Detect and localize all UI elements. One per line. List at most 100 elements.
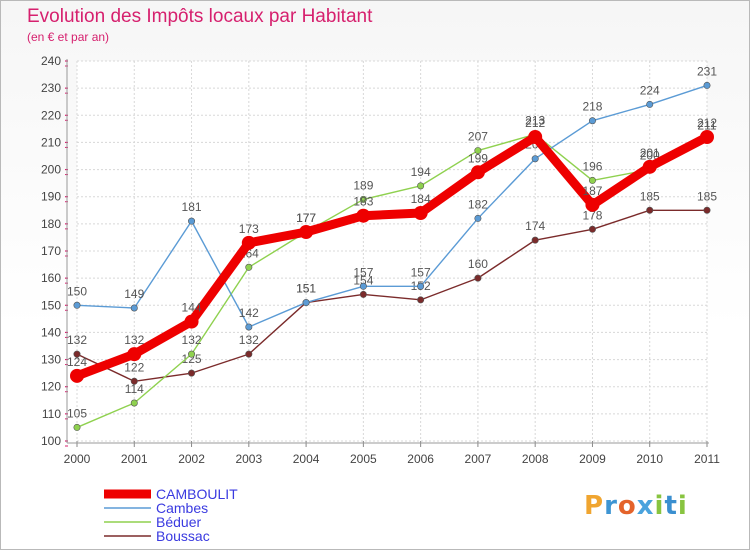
data-label: 184 [411, 192, 431, 206]
data-label: 132 [239, 333, 259, 347]
data-label: 149 [124, 287, 144, 301]
data-point [70, 368, 84, 383]
y-tick-label: 130 [41, 353, 61, 367]
data-point [417, 282, 425, 290]
y-tick-label: 220 [41, 108, 61, 122]
data-point [302, 299, 310, 307]
data-point [241, 235, 256, 250]
data-point [245, 263, 253, 271]
x-tick-label: 2005 [350, 452, 377, 466]
y-tick-label: 120 [41, 380, 61, 394]
data-label: 185 [697, 189, 717, 203]
data-label: 174 [525, 219, 545, 233]
data-point [417, 296, 425, 304]
data-label: 151 [296, 282, 316, 296]
data-label: 211 [697, 119, 716, 133]
legend-label: Béduer [156, 514, 201, 530]
data-point [359, 282, 367, 290]
x-tick-label: 2008 [522, 452, 549, 466]
data-point [73, 301, 81, 309]
data-point [588, 225, 596, 233]
data-label: 114 [125, 382, 144, 396]
y-tick-label: 110 [42, 407, 61, 421]
x-tick-label: 2009 [579, 452, 606, 466]
data-label: 132 [182, 333, 202, 347]
data-label: 212 [525, 116, 545, 130]
data-point [184, 314, 199, 329]
data-label: 212 [697, 116, 717, 130]
data-label: 201 [640, 146, 660, 160]
data-point [130, 377, 138, 385]
data-label: 125 [182, 352, 202, 366]
proxiti-logo: Proxiti [584, 491, 688, 521]
data-label: 105 [67, 406, 87, 420]
data-point [531, 236, 539, 244]
data-point [474, 214, 482, 222]
y-tick-label: 100 [41, 434, 61, 448]
data-point [417, 182, 425, 190]
data-label: 160 [468, 257, 488, 271]
data-label: 157 [353, 265, 373, 279]
data-label: 218 [582, 100, 602, 114]
data-label: 194 [411, 165, 431, 179]
y-tick-label: 180 [41, 217, 61, 231]
data-point [588, 176, 596, 184]
y-tick-label: 160 [41, 271, 61, 285]
data-label: 196 [582, 159, 602, 173]
data-point [359, 195, 367, 203]
data-point [188, 217, 196, 225]
data-label: 207 [468, 130, 488, 144]
data-point [356, 208, 371, 223]
data-point [700, 130, 714, 144]
data-label: 178 [582, 208, 602, 222]
data-point [359, 290, 367, 298]
legend-label: Boussac [156, 528, 210, 544]
data-point [528, 130, 543, 144]
data-label: 189 [353, 178, 373, 192]
data-label: 213 [525, 113, 545, 127]
data-label: 187 [582, 184, 602, 198]
x-tick-label: 2004 [293, 452, 320, 466]
data-point [646, 206, 654, 214]
data-point [73, 350, 81, 358]
x-tick-label: 2001 [121, 452, 148, 466]
data-point [588, 117, 596, 125]
legend-label: Cambes [156, 500, 208, 516]
data-label: 124 [67, 355, 87, 369]
data-label: 177 [296, 211, 316, 225]
x-tick-label: 2010 [636, 452, 663, 466]
y-tick-label: 150 [41, 298, 61, 312]
data-point [188, 369, 196, 377]
data-label: 150 [67, 284, 87, 298]
data-point [703, 206, 711, 214]
data-point [703, 81, 711, 89]
y-tick-label: 200 [41, 163, 61, 177]
data-label: 224 [640, 83, 660, 97]
data-label: 151 [296, 282, 316, 296]
y-tick-label: 140 [41, 325, 61, 339]
data-label: 157 [411, 265, 431, 279]
data-point [642, 159, 657, 174]
y-tick-label: 190 [41, 190, 61, 204]
data-label: 182 [468, 197, 488, 211]
y-tick-label: 170 [41, 244, 61, 258]
data-point [474, 147, 482, 155]
data-label: 144 [182, 301, 202, 315]
data-label: 181 [182, 200, 202, 214]
data-point [245, 323, 253, 331]
data-point [130, 304, 138, 312]
data-point [470, 165, 485, 180]
data-point [188, 350, 196, 358]
x-tick-label: 2003 [235, 452, 262, 466]
series-line-camboulit [72, 132, 712, 381]
y-tick-label: 230 [41, 81, 61, 95]
data-point [73, 423, 81, 431]
x-tick-label: 2011 [694, 452, 720, 466]
data-point [646, 100, 654, 108]
data-point [299, 225, 314, 239]
data-point [245, 350, 253, 358]
data-label: 199 [468, 151, 488, 165]
data-label: 132 [67, 333, 87, 347]
